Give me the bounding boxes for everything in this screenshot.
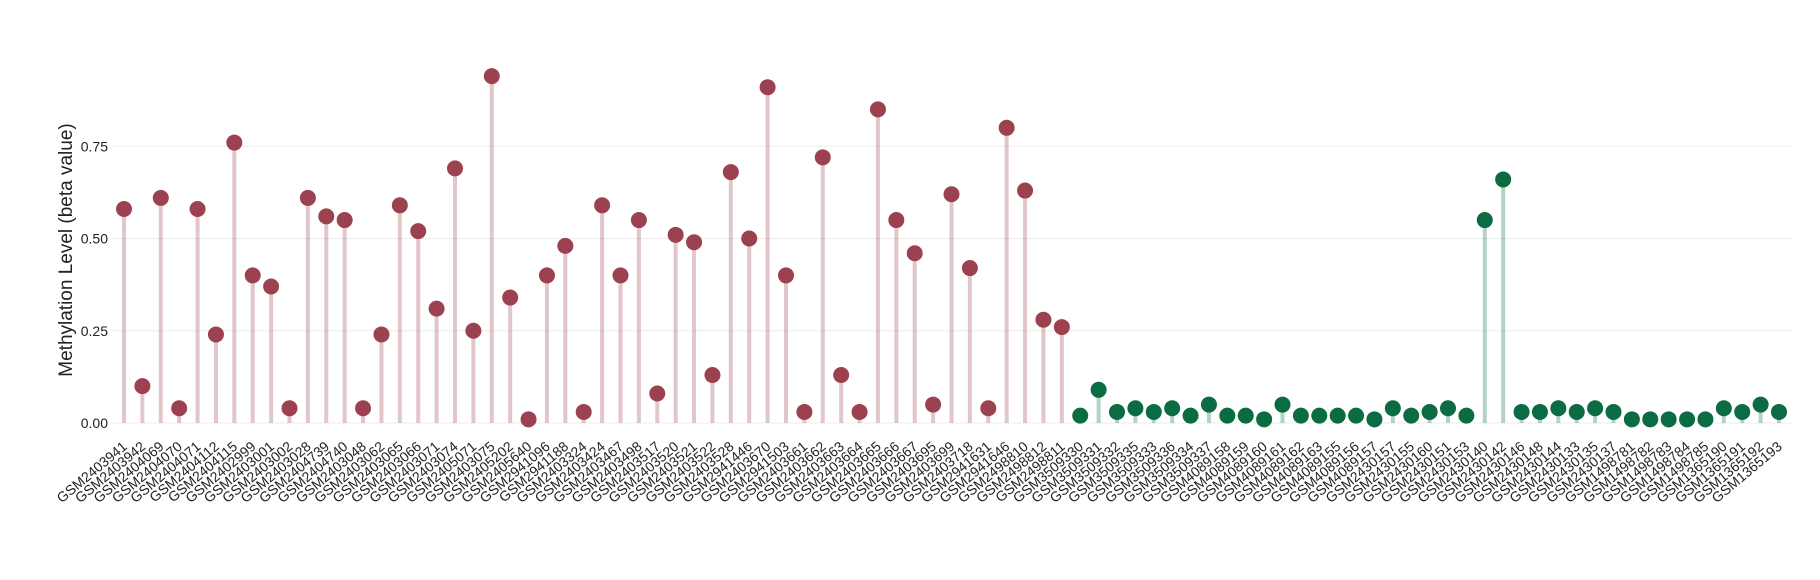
dot (814, 149, 831, 166)
y-tick-label: 0.25 (81, 323, 108, 339)
dot (1348, 407, 1365, 424)
dot (281, 400, 298, 417)
dot (134, 378, 151, 395)
dot (152, 189, 169, 206)
dot (1697, 411, 1714, 428)
dot (116, 200, 132, 217)
dot (1384, 400, 1401, 417)
dot (1366, 411, 1383, 428)
dot (667, 226, 684, 243)
dot (1568, 403, 1585, 420)
dot (373, 326, 390, 343)
dot (410, 223, 427, 240)
dot (833, 367, 850, 384)
dot (1237, 407, 1254, 424)
dot (1219, 407, 1236, 424)
dot (1623, 411, 1640, 428)
dot (686, 234, 703, 251)
dot (925, 396, 942, 413)
dot (1660, 411, 1677, 428)
y-tick-label: 0.00 (81, 415, 108, 431)
dot (1771, 403, 1787, 420)
dot (1403, 407, 1420, 424)
dot (1679, 411, 1696, 428)
dot (1458, 407, 1475, 424)
dot (318, 208, 335, 225)
dot (502, 289, 519, 306)
dot (1642, 411, 1659, 428)
y-axis-title: Methylation Level (beta value) (56, 123, 77, 376)
dot (171, 400, 188, 417)
dot (1109, 403, 1125, 420)
dot (759, 79, 776, 96)
dot (1090, 381, 1107, 398)
dot (299, 189, 316, 206)
dot (594, 197, 611, 214)
dot (1752, 396, 1769, 413)
dot (888, 212, 905, 229)
dot (538, 267, 555, 284)
dot (1605, 403, 1622, 420)
dot (1017, 182, 1034, 199)
dot (1127, 400, 1144, 417)
dot (1053, 319, 1070, 336)
dot (1421, 403, 1438, 420)
dot (226, 134, 243, 151)
dot (1440, 400, 1456, 417)
dot (1035, 311, 1052, 328)
dot (612, 267, 629, 284)
dot (336, 212, 353, 229)
dot (1329, 407, 1346, 424)
dot (557, 237, 574, 254)
dot (980, 400, 997, 417)
dot (998, 119, 1015, 136)
dot (1531, 403, 1548, 420)
y-tick-label: 0.75 (81, 138, 108, 154)
dot (851, 403, 868, 420)
dot (428, 300, 445, 317)
dot (1182, 407, 1199, 424)
dot (869, 101, 886, 118)
dot (630, 212, 647, 229)
dot (943, 186, 960, 203)
dot (575, 403, 592, 420)
dot (778, 267, 794, 284)
dot (1072, 407, 1089, 424)
dot (447, 160, 463, 177)
dot (207, 326, 224, 343)
dot (1292, 407, 1309, 424)
dot (961, 260, 978, 277)
dot (1587, 400, 1604, 417)
dot (796, 403, 813, 420)
dot (1200, 396, 1217, 413)
y-tick-label: 0.50 (81, 231, 108, 247)
dot (1550, 400, 1567, 417)
dot (906, 245, 923, 262)
dot (391, 197, 408, 214)
dot (1311, 407, 1328, 424)
dot (722, 164, 739, 181)
dot (465, 322, 482, 339)
dot (244, 267, 261, 284)
dot (1164, 400, 1181, 417)
dot (741, 230, 758, 247)
dot (483, 68, 500, 85)
dot (1513, 403, 1530, 420)
dot (1495, 171, 1512, 188)
dot (1734, 403, 1751, 420)
dot (189, 200, 206, 217)
dot (520, 411, 537, 428)
dot (1145, 403, 1162, 420)
dot (1274, 396, 1291, 413)
dot (1715, 400, 1732, 417)
dot (1476, 212, 1493, 229)
dot (263, 278, 280, 295)
dot (1256, 411, 1273, 428)
dot (649, 385, 666, 402)
dot (355, 400, 372, 417)
dot (704, 367, 721, 384)
